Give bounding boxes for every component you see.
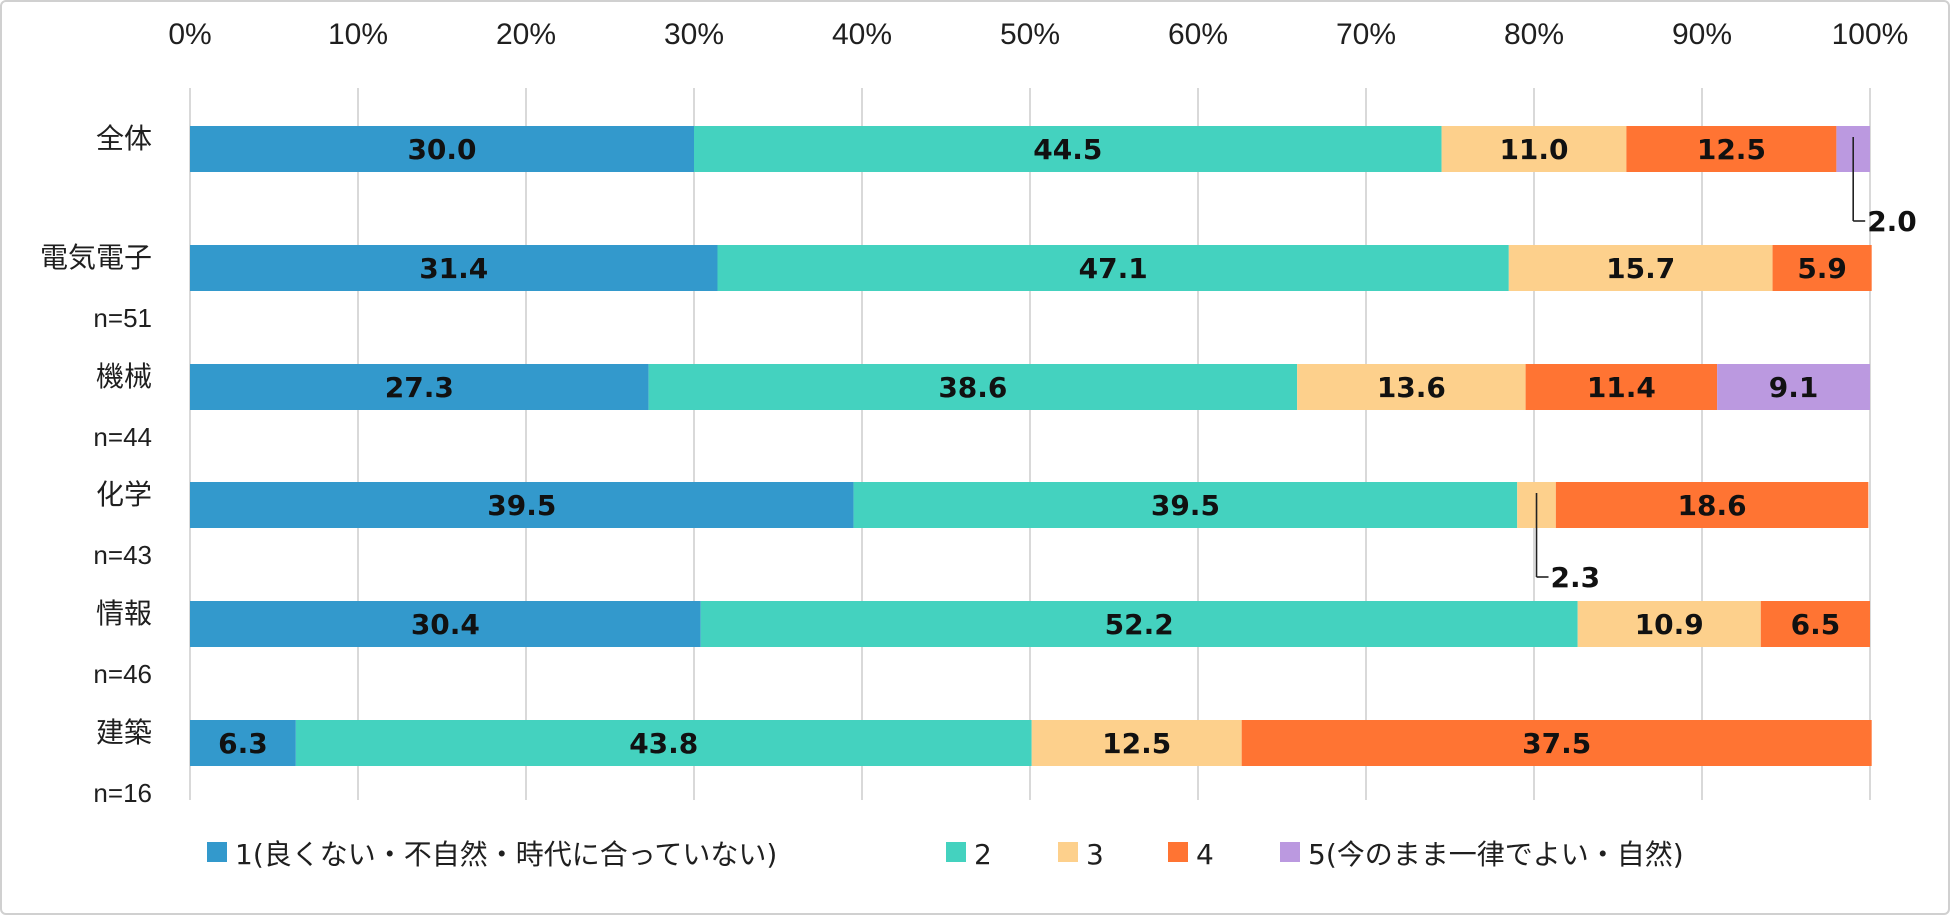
x-tick-label: 100% bbox=[1832, 18, 1909, 51]
sample-size-label: n=43 bbox=[93, 540, 152, 570]
data-label: 38.6 bbox=[938, 371, 1007, 404]
bar-segment bbox=[1626, 126, 1837, 172]
bar-segment bbox=[1297, 364, 1526, 410]
x-tick-label: 10% bbox=[328, 18, 388, 51]
data-label: 15.7 bbox=[1606, 252, 1675, 285]
legend-label: 1(良くない・不自然・時代に合っていない) bbox=[235, 838, 777, 871]
grid-lines bbox=[189, 88, 1871, 800]
data-label: 31.4 bbox=[419, 252, 488, 285]
data-label: 18.6 bbox=[1678, 489, 1747, 522]
legend-label: 4 bbox=[1196, 838, 1214, 871]
bar-segment bbox=[295, 720, 1032, 766]
category-label: 全体 bbox=[96, 122, 152, 155]
x-tick-label: 20% bbox=[496, 18, 556, 51]
data-label: 2.0 bbox=[1867, 205, 1917, 238]
x-tick-label: 30% bbox=[664, 18, 724, 51]
bar-segment bbox=[1772, 245, 1872, 291]
sample-size-label: n=16 bbox=[93, 778, 152, 808]
data-label: 6.3 bbox=[218, 727, 268, 760]
category-label: 情報 bbox=[96, 597, 152, 630]
x-tick-label: 40% bbox=[832, 18, 892, 51]
category-label: 建築 bbox=[96, 716, 152, 749]
data-label: 11.0 bbox=[1499, 133, 1568, 166]
data-label: 2.3 bbox=[1551, 561, 1601, 594]
bar-segment bbox=[853, 482, 1518, 528]
bars bbox=[190, 126, 1872, 766]
category-label: 化学 bbox=[96, 478, 152, 511]
data-label: 43.8 bbox=[629, 727, 698, 760]
data-label: 44.5 bbox=[1033, 133, 1102, 166]
bar-segment bbox=[1441, 126, 1627, 172]
bar-segment bbox=[1031, 720, 1242, 766]
bar-segment bbox=[717, 245, 1509, 291]
x-axis-ticks: 0% 10% 20% 30% 40% 50% 60% 70% 80% 90% 100% bbox=[168, 18, 1908, 51]
data-label: 12.5 bbox=[1102, 727, 1171, 760]
legend-swatch bbox=[1058, 842, 1078, 862]
bar-segment bbox=[190, 126, 694, 172]
data-label: 39.5 bbox=[1151, 489, 1220, 522]
legend-label: 3 bbox=[1086, 838, 1104, 871]
bar-segment bbox=[648, 364, 1298, 410]
data-label: 30.0 bbox=[407, 133, 476, 166]
x-tick-label: 50% bbox=[1000, 18, 1060, 51]
bar-segment bbox=[700, 601, 1578, 647]
bar-segment bbox=[1577, 601, 1761, 647]
bar-segment bbox=[190, 245, 718, 291]
x-tick-label: 70% bbox=[1336, 18, 1396, 51]
bar-segment bbox=[694, 126, 1442, 172]
sample-size-label: n=46 bbox=[93, 659, 152, 689]
data-label: 6.5 bbox=[1791, 608, 1841, 641]
data-label: 11.4 bbox=[1587, 371, 1656, 404]
bar-segment bbox=[1717, 364, 1870, 410]
legend-swatch bbox=[1168, 842, 1188, 862]
bar-segment bbox=[1508, 245, 1773, 291]
data-label: 37.5 bbox=[1522, 727, 1591, 760]
sample-size-label: n=51 bbox=[93, 303, 152, 333]
sample-size-label: n=44 bbox=[93, 422, 152, 452]
data-label: 13.6 bbox=[1377, 371, 1446, 404]
data-label: 10.9 bbox=[1635, 608, 1704, 641]
data-label: 52.2 bbox=[1105, 608, 1174, 641]
x-tick-label: 80% bbox=[1504, 18, 1564, 51]
legend: 1(良くない・不自然・時代に合っていない) 2 3 4 5(今のまま一律でよい・自然) bbox=[207, 838, 1684, 871]
data-label: 39.5 bbox=[487, 489, 556, 522]
x-tick-label: 90% bbox=[1672, 18, 1732, 51]
category-label: 電気電子 bbox=[40, 241, 152, 274]
legend-swatch bbox=[207, 842, 227, 862]
data-label: 47.1 bbox=[1079, 252, 1148, 285]
bar-segment bbox=[190, 364, 649, 410]
bar-segment bbox=[190, 482, 854, 528]
bar-segment bbox=[190, 720, 296, 766]
data-label: 9.1 bbox=[1769, 371, 1819, 404]
legend-swatch bbox=[1280, 842, 1300, 862]
legend-swatch bbox=[946, 842, 966, 862]
data-label: 5.9 bbox=[1797, 252, 1847, 285]
category-label: 機械 bbox=[96, 360, 152, 393]
data-label: 30.4 bbox=[411, 608, 480, 641]
data-label: 12.5 bbox=[1697, 133, 1766, 166]
bar-segment bbox=[1525, 364, 1718, 410]
data-labels: 30.0 44.5 11.0 12.5 2.0 31.4 47.1 15.7 5.9 27.3 38… bbox=[218, 133, 1917, 760]
bar-segment bbox=[1555, 482, 1869, 528]
x-tick-label: 0% bbox=[168, 18, 211, 51]
data-label: 27.3 bbox=[385, 371, 454, 404]
bar-segment bbox=[190, 601, 701, 647]
bar-segment bbox=[1241, 720, 1872, 766]
x-tick-label: 60% bbox=[1168, 18, 1228, 51]
bar-segment bbox=[1760, 601, 1870, 647]
legend-label: 2 bbox=[974, 838, 992, 871]
legend-label: 5(今のまま一律でよい・自然) bbox=[1308, 838, 1684, 871]
